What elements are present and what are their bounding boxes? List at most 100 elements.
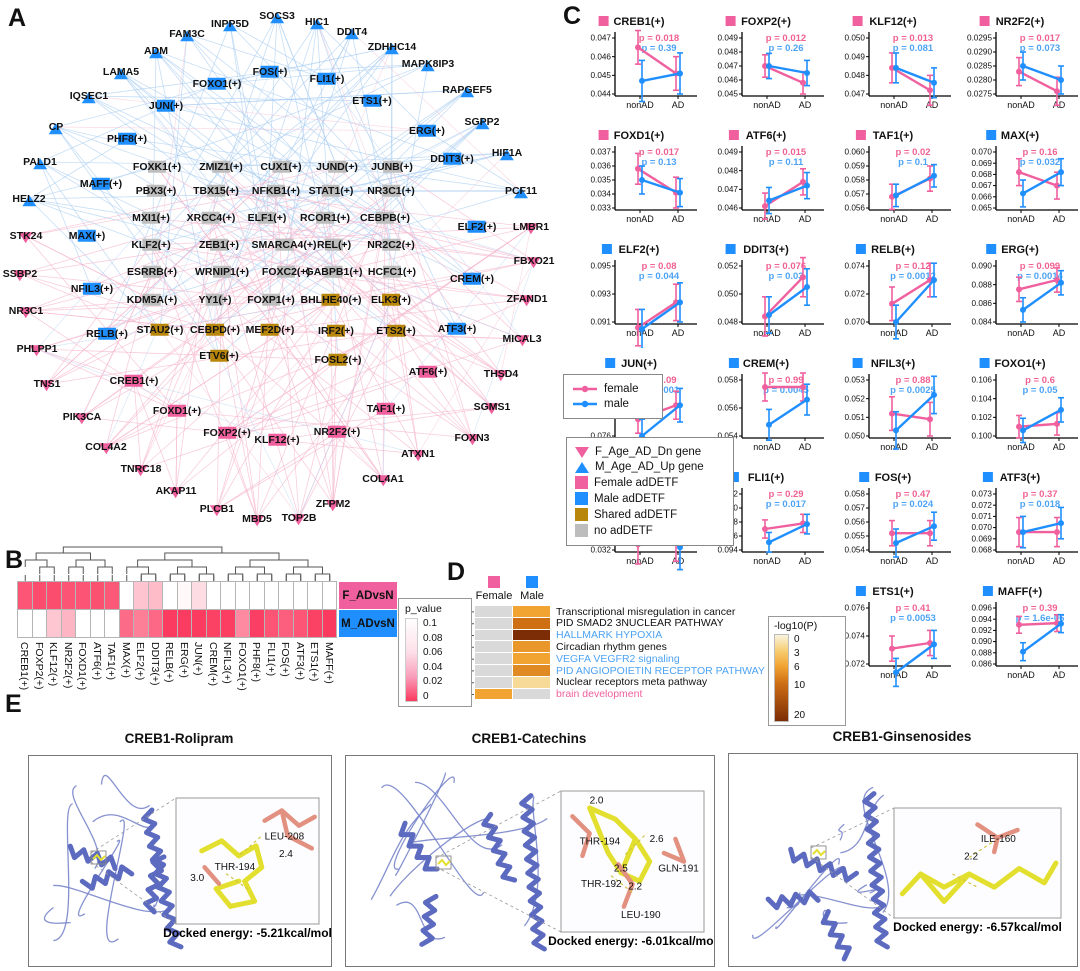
network-node-PHF8: PHF8(+) — [107, 132, 147, 145]
svg-text:0.076: 0.076 — [591, 432, 612, 441]
svg-text:0.036: 0.036 — [591, 162, 612, 171]
panel-a-label: A — [8, 4, 27, 32]
svg-text:p = 0.39: p = 0.39 — [641, 43, 676, 54]
svg-text:AD: AD — [672, 214, 685, 224]
b-heatmap-cell — [89, 609, 105, 638]
svg-text:0.035: 0.035 — [591, 176, 612, 185]
b-heatmap-cell — [147, 581, 163, 610]
svg-text:0.0290: 0.0290 — [967, 48, 992, 57]
panel-c-label: C — [563, 2, 582, 30]
svg-text:0.047: 0.047 — [591, 34, 612, 43]
b-column-label: JUN(+) — [192, 642, 204, 676]
sex-legend-item: female — [572, 383, 654, 395]
network-node-MAFF: MAFF(+) — [79, 177, 123, 190]
svg-text:DDIT3(+): DDIT3(+) — [743, 244, 789, 256]
b-heatmap-cell — [307, 581, 323, 610]
network-node-ETS2: ETS2(+) — [376, 324, 416, 337]
svg-text:KLF12(+): KLF12(+) — [869, 16, 917, 28]
b-heatmap-cell — [147, 609, 163, 638]
d-legend-title: -log10(P) — [774, 620, 818, 632]
box-icon — [575, 508, 588, 521]
network-node-HELZ2: HELZ2 — [12, 192, 46, 207]
b-legend-tick: 0.02 — [423, 676, 443, 688]
network-node-DDIT4: DDIT4 — [336, 25, 368, 40]
svg-text:p = 0.017: p = 0.017 — [1020, 33, 1060, 44]
svg-text:0.050: 0.050 — [845, 34, 866, 43]
c-plot-TAF1: TAF1(+) 0.056 0.057 0.058 0.059 0.060 nonAD AD p… — [845, 130, 951, 224]
network-node-FOXN3: FOXN3 — [454, 431, 490, 446]
network-node-PIK3CA: PIK3CA — [62, 410, 102, 425]
svg-text:0.068: 0.068 — [972, 546, 993, 555]
d-row-label: PID SMAD2 3NUCLEAR PATHWAY — [556, 617, 724, 630]
network-node-CREM: CREM(+) — [449, 272, 495, 285]
svg-text:ATF6(+): ATF6(+) — [746, 130, 787, 142]
network-node-CEBPB: CEBPB(+) — [360, 211, 410, 224]
svg-text:p = 1.6e-06: p = 1.6e-06 — [1016, 613, 1065, 624]
network-node-PHLPP1: PHLPP1 — [16, 342, 58, 357]
network-node-TBX15: TBX15(+) — [193, 184, 239, 197]
svg-text:0.093: 0.093 — [591, 290, 612, 299]
e-residue-label: 2.5 — [614, 863, 628, 874]
svg-text:0.070: 0.070 — [972, 523, 993, 532]
b-heatmap-cell — [220, 609, 236, 638]
svg-text:0.092: 0.092 — [972, 626, 993, 635]
svg-text:p = 0.05: p = 0.05 — [1022, 385, 1058, 396]
b-column-label: FLI1(+) — [264, 642, 277, 677]
svg-text:ATF3(+): ATF3(+) — [1000, 472, 1041, 484]
panel-d-label: D — [447, 558, 466, 586]
d-heatmap-cell — [474, 675, 513, 689]
svg-text:p = 0.099: p = 0.099 — [1020, 261, 1060, 272]
network-node-NR2F2: NR2F2(+) — [313, 425, 361, 438]
d-heatmap-cell — [474, 640, 513, 654]
svg-text:0.046: 0.046 — [718, 204, 739, 213]
e-residue-label: 2.4 — [279, 849, 293, 860]
b-legend-tick: 0.04 — [423, 661, 443, 673]
svg-text:AD: AD — [799, 442, 812, 452]
svg-text:nonAD: nonAD — [626, 214, 654, 224]
d-legend-tick: 6 — [794, 662, 800, 673]
network-node-IRF2: IRF2(+) — [318, 324, 354, 337]
protein-structure: 2.0 THR-194 2.6 2.5 GLN-191 THR-192 2.2 LEU-190… — [370, 772, 717, 952]
svg-text:0.090: 0.090 — [972, 262, 993, 271]
svg-text:ERG(+): ERG(+) — [1001, 244, 1039, 256]
svg-text:0.072: 0.072 — [972, 501, 993, 510]
svg-text:AD: AD — [1053, 670, 1066, 680]
svg-text:p = 0.0053: p = 0.0053 — [890, 613, 936, 624]
svg-text:0.059: 0.059 — [845, 162, 866, 171]
network-node-CUX1: CUX1(+) — [260, 160, 302, 173]
svg-text:0.069: 0.069 — [972, 534, 993, 543]
svg-text:nonAD: nonAD — [880, 328, 908, 338]
svg-text:0.072: 0.072 — [845, 290, 866, 299]
b-heatmap-cell — [263, 581, 279, 610]
node-type-legend-item: F_Age_AD_Dn gene — [575, 446, 725, 458]
svg-text:nonAD: nonAD — [753, 100, 781, 110]
svg-text:p = 0.018: p = 0.018 — [639, 33, 679, 44]
e-residue-label: ILE-160 — [981, 834, 1016, 845]
d-log10p-legend: -log10(P) 0 3 6 10 20 — [768, 616, 846, 726]
svg-text:0.032: 0.032 — [591, 546, 612, 555]
svg-text:AD: AD — [926, 556, 939, 566]
network-node-RAPGEF5: RAPGEF5 — [442, 83, 492, 98]
svg-text:0.090: 0.090 — [972, 637, 993, 646]
e-complex-title: CREB1-Catechins — [471, 731, 587, 746]
b-heatmap-cell — [133, 581, 149, 610]
network-node-FOXP2: FOXP2(+) — [203, 426, 251, 439]
svg-text:AD: AD — [672, 100, 685, 110]
network-node-WRNIP1: WRNIP1(+) — [195, 265, 249, 278]
network-node-FAM3C: FAM3C — [169, 27, 205, 42]
svg-text:nonAD: nonAD — [1007, 214, 1035, 224]
svg-text:nonAD: nonAD — [1007, 442, 1035, 452]
svg-text:0.0275: 0.0275 — [967, 90, 992, 99]
svg-text:AD: AD — [926, 214, 939, 224]
svg-text:AD: AD — [799, 556, 812, 566]
svg-text:p = 0.08: p = 0.08 — [641, 261, 676, 272]
network-node-FOXC2: FOXC2(+) — [261, 265, 311, 278]
svg-text:0.056: 0.056 — [718, 404, 739, 413]
network-node-LMBR1: LMBR1 — [512, 220, 550, 235]
svg-text:p = 0.6: p = 0.6 — [1025, 375, 1055, 386]
svg-text:0.045: 0.045 — [591, 71, 612, 80]
e-residue-label: 2.6 — [650, 834, 664, 845]
network-node-XRCC4: XRCC4(+) — [186, 211, 236, 224]
svg-text:0.058: 0.058 — [718, 376, 739, 385]
e-complex-box: LEU-208 2.4 THR-194 3.0 Docked energy: -5.21… — [28, 755, 332, 967]
